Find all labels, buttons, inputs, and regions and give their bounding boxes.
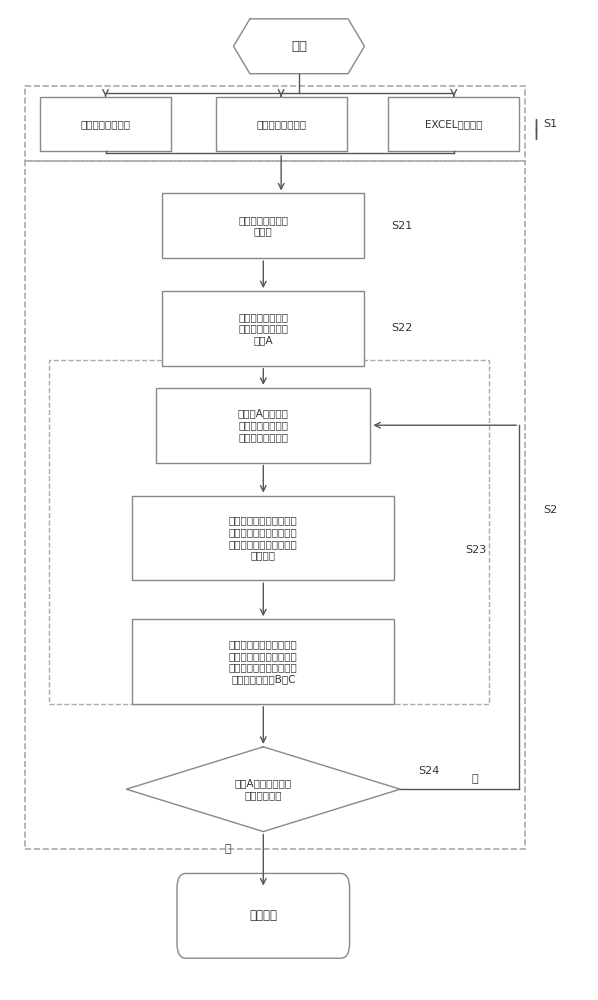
Text: 将待加工成品小板
按宽度值降序排成
队列A: 将待加工成品小板 按宽度值降序排成 队列A [238, 312, 288, 345]
Text: 将选出的成品小板推向待
切割板材的左下角为基准
点，完成所选成品小板的
排版分配: 将选出的成品小板推向待 切割板材的左下角为基准 点，完成所选成品小板的 排版分配 [229, 515, 298, 560]
Bar [49, 360, 490, 704]
FancyBboxPatch shape [216, 97, 347, 151]
Text: EXCEL导入数据: EXCEL导入数据 [425, 119, 483, 129]
Text: S1: S1 [543, 119, 557, 129]
Text: 否: 否 [224, 844, 231, 854]
Text: 开始: 开始 [291, 40, 307, 53]
Text: 排版完成: 排版完成 [249, 909, 277, 922]
Text: S2: S2 [543, 505, 557, 515]
FancyBboxPatch shape [156, 388, 370, 463]
Text: 是: 是 [472, 774, 478, 784]
Text: 从队列A中依序选
出完全位于待切割
板材内的成品小板: 从队列A中依序选 出完全位于待切割 板材内的成品小板 [238, 409, 289, 442]
FancyBboxPatch shape [132, 496, 394, 580]
Text: 按选出的成品小板的高度
处对待切割板材设置横切
标记，则剩余产生两部分
新的待切割板材B和C: 按选出的成品小板的高度 处对待切割板材设置横切 标记，则剩余产生两部分 新的待切… [229, 639, 298, 684]
Polygon shape [234, 19, 364, 74]
FancyBboxPatch shape [40, 97, 171, 151]
Text: S23: S23 [466, 545, 487, 555]
Text: 输入原始板材信息: 输入原始板材信息 [81, 119, 130, 129]
Text: S22: S22 [391, 323, 413, 333]
Text: S21: S21 [391, 221, 413, 231]
Text: S24: S24 [418, 766, 440, 776]
Text: 输入成品小板信息: 输入成品小板信息 [256, 119, 306, 129]
Bar [25, 86, 525, 161]
Bar [25, 161, 525, 849]
Text: 队列A中有剩余待加
工成品小板？: 队列A中有剩余待加 工成品小板？ [235, 778, 292, 800]
FancyBboxPatch shape [162, 291, 364, 366]
Polygon shape [126, 747, 400, 832]
FancyBboxPatch shape [162, 193, 364, 258]
FancyBboxPatch shape [132, 619, 394, 704]
FancyBboxPatch shape [388, 97, 519, 151]
FancyBboxPatch shape [177, 873, 350, 958]
Text: 各尺寸向外扩大半
个锯宽: 各尺寸向外扩大半 个锯宽 [238, 215, 288, 237]
